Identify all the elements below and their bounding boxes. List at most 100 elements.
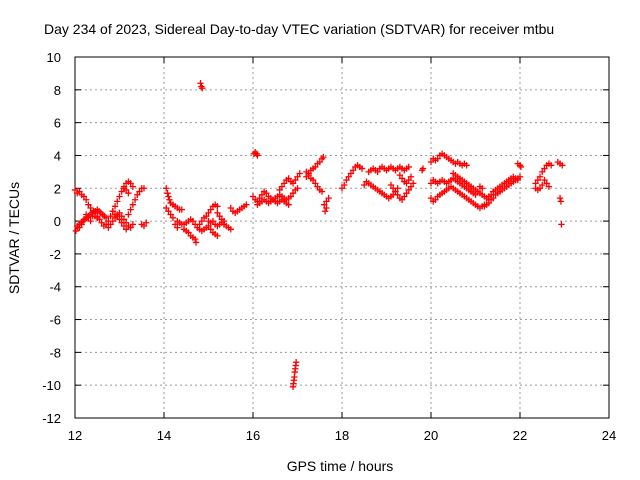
x-tick-label: 16	[246, 428, 260, 443]
data-point-plus	[434, 155, 441, 162]
data-point-plus	[325, 194, 332, 202]
data-point-plus	[85, 214, 92, 222]
data-point-plus	[557, 198, 565, 205]
data-point-plus	[107, 221, 114, 228]
data-point-plus	[323, 204, 330, 212]
data-point-plus	[396, 171, 404, 179]
data-point-plus	[207, 226, 214, 233]
data-point-plus	[214, 232, 221, 240]
data-point-plus	[405, 186, 412, 194]
data-point-plus	[163, 204, 170, 212]
data-point-plus	[114, 212, 121, 220]
data-point-plus	[227, 204, 234, 212]
data-point-plus	[140, 185, 148, 192]
data-point-plus	[487, 191, 495, 199]
data-point-plus	[320, 153, 327, 161]
data-point-plus	[120, 183, 128, 190]
x-tick-label: 22	[513, 428, 527, 443]
data-point-plus	[164, 189, 171, 197]
data-point-plus	[312, 180, 319, 187]
y-tick-label: -6	[49, 313, 61, 328]
data-point-plus	[94, 212, 101, 220]
data-point-plus	[287, 193, 295, 200]
data-point-plus	[361, 181, 368, 189]
data-point-plus	[347, 170, 355, 177]
data-point-plus	[122, 226, 130, 233]
x-tick-label: 20	[424, 428, 438, 443]
data-point-plus	[127, 206, 134, 213]
data-point-plus	[82, 196, 90, 203]
data-point-plus	[80, 193, 88, 200]
data-point-plus	[129, 221, 137, 228]
data-point-plus	[166, 196, 173, 203]
x-axis-tick-labels: 12 14 16 18 20 22 24	[68, 428, 616, 443]
data-point-plus	[321, 201, 328, 208]
data-point-plus	[401, 193, 408, 200]
data-point-plus	[171, 221, 179, 228]
data-point-plus	[263, 189, 270, 197]
data-point-plus	[111, 203, 119, 210]
data-point-plus	[387, 181, 395, 189]
data-point-plus	[292, 359, 300, 366]
data-point-plus	[316, 158, 323, 166]
data-point-plus	[514, 176, 521, 184]
data-point-plus	[403, 189, 410, 197]
data-point-plus	[463, 162, 470, 169]
data-point-plus	[116, 193, 123, 200]
data-point-plus	[343, 176, 350, 184]
y-tick-label: 2	[54, 181, 61, 196]
data-point-plus	[125, 189, 132, 197]
data-point-plus	[394, 191, 401, 199]
data-point-plus	[405, 176, 412, 184]
data-point-plus	[107, 212, 114, 220]
y-tick-label: -10	[42, 378, 61, 393]
data-point-plus	[122, 186, 130, 194]
data-point-plus	[389, 185, 397, 192]
data-point-plus	[189, 217, 197, 225]
x-tick-label: 14	[157, 428, 171, 443]
data-point-plus	[140, 222, 148, 230]
data-point-plus	[78, 221, 85, 228]
data-point-plus	[199, 84, 206, 92]
y-tick-label: 6	[54, 116, 61, 131]
x-tick-label: 24	[602, 428, 616, 443]
data-point-plus	[516, 173, 524, 180]
data-point-plus	[71, 186, 79, 194]
x-tick-label: 12	[68, 428, 82, 443]
data-point-plus	[129, 183, 137, 190]
data-point-plus	[105, 224, 112, 231]
data-point-plus	[476, 183, 484, 190]
y-tick-label: 10	[47, 50, 61, 65]
data-point-plus	[539, 168, 546, 176]
data-point-plus	[191, 235, 199, 243]
data-point-plus	[338, 185, 346, 192]
data-point-plus	[280, 180, 288, 187]
y-tick-label: -12	[42, 411, 61, 426]
data-point-plus	[120, 222, 128, 230]
data-point-plus	[254, 152, 261, 159]
data-point-plus	[543, 180, 550, 187]
data-point-plus	[427, 158, 435, 166]
data-point-plus	[558, 221, 565, 228]
data-point-plus	[296, 170, 303, 177]
data-point-plus	[258, 191, 266, 199]
data-marks	[71, 80, 566, 391]
data-point-plus	[349, 167, 357, 174]
data-point-plus	[165, 193, 172, 200]
data-point-plus	[76, 188, 83, 195]
data-point-plus	[72, 227, 80, 235]
data-point-plus	[536, 185, 544, 192]
data-point-plus	[285, 175, 292, 182]
data-point-plus	[87, 217, 94, 225]
data-point-plus	[374, 168, 381, 176]
data-point-plus	[312, 163, 319, 171]
y-axis-tick-labels: 10 8 6 4 2 0 -2 -4 -6 -8 -10 -12	[42, 50, 61, 426]
data-point-plus	[243, 201, 250, 208]
data-point-plus	[545, 183, 553, 190]
data-point-plus	[534, 176, 541, 184]
data-point-plus	[432, 196, 439, 203]
data-point-plus	[407, 183, 415, 190]
data-point-plus	[249, 193, 257, 200]
data-point-plus	[541, 176, 548, 184]
x-axis-label: GPS time / hours	[287, 458, 394, 474]
